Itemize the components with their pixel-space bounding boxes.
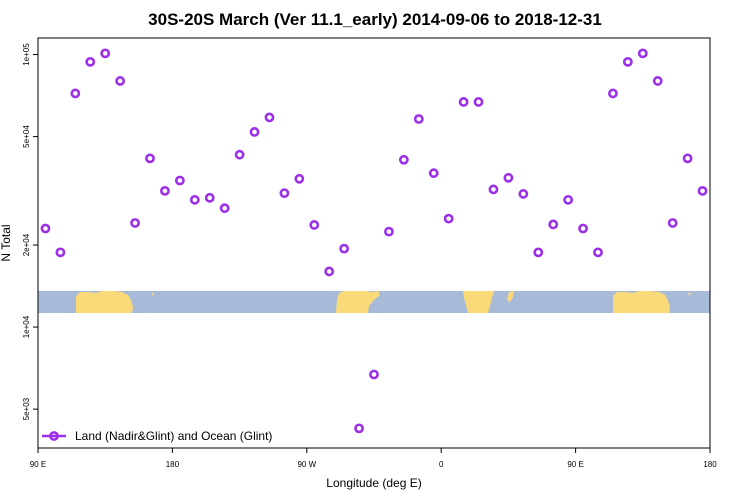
x-tick-label: 0 — [439, 460, 444, 469]
land-south-africa — [463, 291, 494, 313]
x-axis-label: Longitude (deg E) — [326, 476, 421, 490]
data-point — [622, 56, 633, 67]
land-south-america — [336, 291, 380, 313]
x-tick-label: 90 E — [30, 460, 46, 469]
data-point — [279, 188, 290, 199]
data-point — [309, 220, 320, 230]
data-point — [652, 76, 663, 86]
land-madagascar — [507, 291, 514, 302]
y-tick-label: 1e+05 — [22, 43, 31, 66]
data-point — [548, 219, 559, 230]
data-point — [398, 154, 409, 165]
data-point — [264, 112, 275, 123]
data-point — [518, 189, 529, 199]
x-tick-label: 90 W — [297, 460, 316, 469]
data-point — [503, 172, 514, 183]
data-point — [369, 369, 379, 380]
data-point — [488, 184, 499, 195]
data-point — [85, 56, 96, 67]
data-point — [443, 213, 454, 224]
data-point — [115, 76, 126, 86]
y-tick-label: 5e+03 — [22, 397, 31, 420]
data-point — [682, 153, 693, 164]
y-tick-label: 2e+04 — [22, 233, 31, 256]
data-point — [473, 97, 484, 107]
legend-marker — [49, 431, 59, 441]
data-point — [608, 88, 618, 99]
land-australia-repeat — [613, 291, 670, 313]
legend: Land (Nadir&Glint) and Ocean (Glint) — [42, 429, 272, 443]
data-point — [563, 194, 574, 205]
data-point — [40, 223, 51, 234]
data-point — [593, 247, 603, 258]
data-point — [204, 192, 215, 203]
data-point — [413, 114, 424, 124]
data-point — [160, 185, 170, 196]
data-point — [249, 127, 260, 137]
y-tick-label: 5e+04 — [22, 125, 31, 148]
data-point — [189, 194, 200, 205]
data-point — [294, 173, 305, 184]
land-islet — [151, 293, 154, 296]
chart-title: 30S-20S March (Ver 11.1_early) 2014-09-0… — [148, 10, 602, 29]
y-axis: 5e+03 1e+04 2e+04 5e+04 1e+05 — [22, 43, 38, 420]
y-axis-label: N Total — [0, 224, 13, 261]
land-islet — [688, 293, 691, 296]
data-point — [100, 48, 111, 59]
land-ocean-map-strip — [38, 291, 710, 313]
data-point — [145, 153, 155, 164]
data-point — [174, 175, 185, 186]
x-tick-label: 180 — [166, 460, 180, 469]
data-point — [458, 97, 469, 107]
legend-label: Land (Nadir&Glint) and Ocean (Glint) — [75, 429, 272, 443]
data-point — [354, 423, 364, 434]
y-tick-label: 1e+04 — [22, 315, 31, 338]
data-point — [578, 223, 588, 234]
data-point — [234, 149, 245, 160]
data-points — [40, 48, 708, 434]
data-point — [70, 88, 81, 99]
x-axis: 90 E 180 90 W 0 90 E 180 — [30, 448, 717, 469]
data-point — [55, 247, 66, 258]
data-point — [219, 203, 230, 214]
plot-frame — [37, 37, 711, 449]
x-tick-label: 90 E — [567, 460, 583, 469]
land-australia — [76, 291, 133, 313]
ocean-band — [38, 291, 710, 313]
data-point — [697, 185, 708, 196]
data-point — [130, 218, 140, 228]
data-point — [428, 168, 439, 179]
data-point — [533, 247, 544, 258]
x-tick-label: 180 — [703, 460, 717, 469]
data-point — [384, 226, 394, 237]
data-point — [339, 243, 350, 254]
data-point — [324, 266, 335, 277]
data-point — [667, 218, 678, 228]
data-point — [637, 48, 648, 59]
